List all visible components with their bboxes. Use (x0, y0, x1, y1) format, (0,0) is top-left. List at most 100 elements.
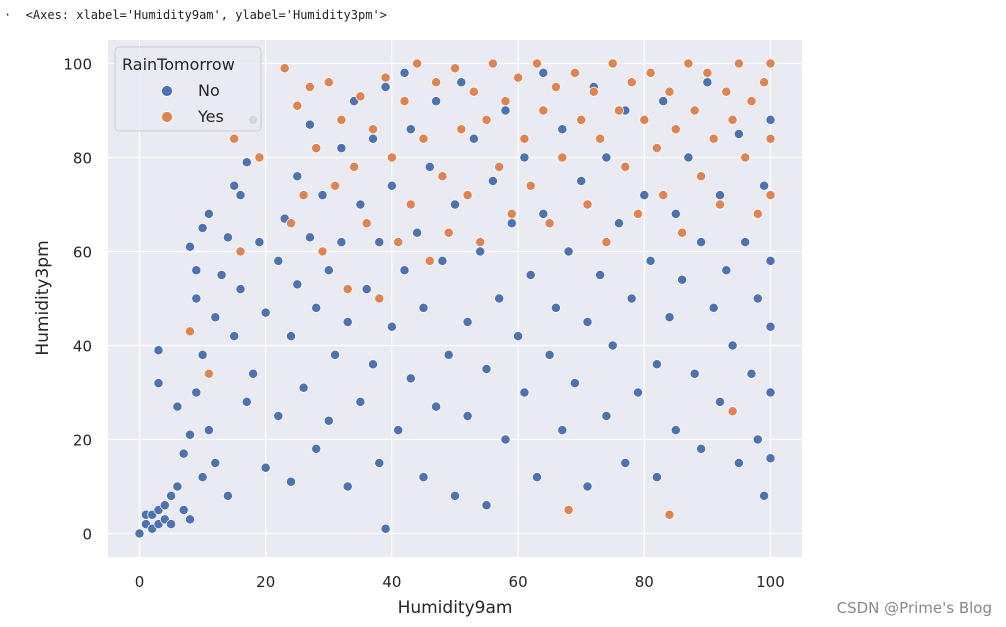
scatter-point-no (532, 472, 542, 483)
scatter-point-no (380, 82, 391, 92)
scatter-point-no (405, 124, 416, 135)
scatter-point-no (197, 223, 208, 233)
scatter-point-no (759, 180, 770, 191)
scatter-point-no (418, 302, 429, 313)
scatter-point-no (374, 458, 385, 468)
scatter-point-no (557, 425, 568, 436)
scatter-point-no (386, 321, 397, 332)
scatter-point-no (651, 359, 662, 370)
scatter-point-yes (658, 190, 669, 201)
scatter-point-yes (468, 86, 479, 97)
scatter-point-no (752, 434, 763, 445)
scatter-point-no (550, 302, 561, 313)
scatter-point-no (582, 317, 593, 327)
scatter-point-no (670, 425, 681, 436)
scatter-point-no (229, 180, 240, 191)
x-tick-labels: 0 20 40 60 80 100 (135, 573, 785, 591)
scatter-point-no (765, 321, 776, 332)
scatter-point-yes (683, 58, 694, 69)
scatter-point-yes (342, 284, 353, 295)
scatter-point-yes (746, 96, 757, 107)
scatter-point-no (475, 246, 486, 257)
scatter-point-no (651, 472, 662, 483)
scatter-point-no (166, 490, 177, 501)
scatter-point-no (614, 218, 624, 229)
scatter-point-no (727, 340, 738, 351)
scatter-point-no (462, 411, 473, 421)
scatter-point-yes (715, 199, 725, 210)
scatter-point-no (235, 284, 246, 295)
scatter-point-yes (437, 171, 448, 182)
y-tick-label: 0 (82, 526, 92, 544)
scatter-point-no (538, 67, 549, 78)
scatter-point-no (304, 232, 315, 243)
scatter-point-no (355, 199, 366, 210)
scatter-point-no (342, 481, 353, 492)
scatter-point-yes (323, 77, 334, 88)
scatter-point-yes (645, 67, 656, 78)
scatter-point-no (304, 119, 315, 130)
scatter-point-yes (456, 124, 467, 135)
scatter-point-no (519, 152, 530, 163)
scatter-point-yes (405, 199, 416, 210)
scatter-point-yes (393, 237, 404, 248)
scatter-point-no (689, 368, 700, 379)
scatter-point-no (576, 176, 587, 186)
scatter-point-no (765, 453, 776, 464)
scatter-point-no (235, 190, 246, 201)
legend-marker-yes (161, 111, 173, 123)
y-axis-label: Humidity3pm (33, 240, 53, 355)
scatter-point-yes (664, 86, 675, 97)
scatter-point-no (607, 340, 618, 351)
scatter-point-no (664, 312, 675, 323)
scatter-point-no (399, 67, 410, 78)
scatter-point-yes (544, 218, 555, 229)
scatter-point-yes (286, 218, 296, 229)
legend-label-yes: Yes (197, 107, 224, 126)
scatter-point-yes (582, 199, 593, 210)
scatter-point-no (626, 293, 637, 304)
scatter-point-no (450, 199, 460, 210)
scatter-point-no (437, 255, 448, 266)
scatter-point-no (191, 387, 202, 398)
scatter-point-yes (513, 72, 524, 83)
y-tick-label: 100 (63, 56, 92, 74)
scatter-point-no (418, 472, 429, 483)
scatter-point-no (633, 387, 643, 398)
scatter-point-yes (765, 190, 776, 201)
scatter-point-no (582, 481, 593, 492)
scatter-point-yes (595, 133, 606, 144)
scatter-point-no (431, 401, 442, 412)
scatter-point-yes (361, 218, 372, 229)
scatter-point-no (431, 96, 442, 107)
y-tick-label: 20 (73, 432, 92, 450)
scatter-point-no (336, 143, 347, 154)
legend-title: RainTomorrow (122, 55, 235, 74)
scatter-point-no (424, 161, 435, 172)
scatter-point-no (670, 208, 681, 219)
scatter-point-yes (418, 133, 429, 144)
scatter-point-no (405, 373, 416, 384)
scatter-point-yes (563, 505, 574, 515)
scatter-point-no (399, 265, 410, 276)
scatter-point-yes (374, 293, 385, 304)
scatter-point-no (361, 284, 372, 295)
scatter-point-no (368, 133, 378, 144)
scatter-point-no (601, 411, 612, 421)
scatter-point-no (468, 133, 479, 144)
scatter-point-yes (349, 161, 360, 172)
scatter-point-no (185, 514, 195, 525)
scatter-point-no (519, 387, 530, 398)
scatter-point-no (311, 443, 322, 454)
scatter-point-yes (677, 227, 688, 238)
scatter-point-no (456, 77, 467, 88)
scatter-point-no (525, 270, 536, 280)
scatter-point-yes (399, 96, 410, 107)
scatter-point-no (298, 382, 309, 393)
scatter-point-yes (696, 171, 707, 182)
scatter-point-yes (304, 82, 315, 92)
scatter-point-no (292, 279, 303, 290)
scatter-point-no (286, 476, 296, 487)
scatter-point-no (203, 208, 214, 219)
scatter-point-no (254, 237, 265, 248)
